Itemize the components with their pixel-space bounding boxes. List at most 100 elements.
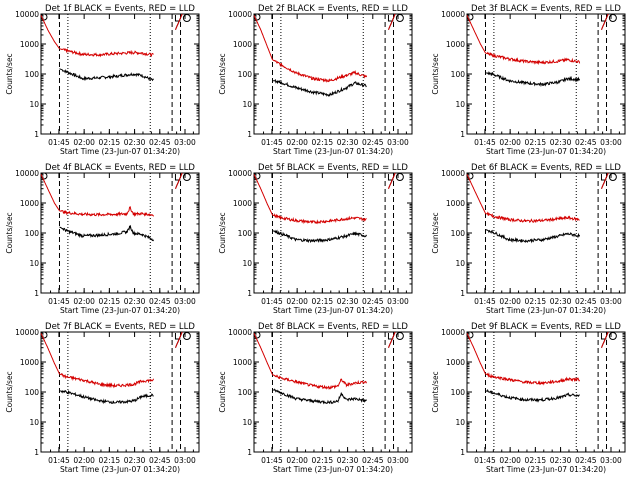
saa-marker — [182, 14, 191, 22]
panel-title: Det 9f BLACK = Events, RED = LLD — [471, 322, 621, 332]
series-line-events — [59, 172, 183, 242]
y-tick-label: 1 — [34, 130, 39, 139]
saa-marker — [40, 13, 48, 21]
x-tick-label: 02:30 — [337, 138, 359, 147]
chart-panel-8: Det 8f BLACK = Events, RED = LLD 1 10 100 10… — [218, 322, 413, 474]
y-tick-label: 1000 — [233, 358, 252, 367]
saa-marker — [182, 173, 191, 181]
panel-title: Det 7f BLACK = Events, RED = LLD — [45, 322, 195, 332]
series-line-lld — [40, 331, 183, 389]
y-axis-label: Counts/sec — [218, 371, 227, 412]
series-line-events — [272, 172, 396, 244]
x-tick-label: 02:15 — [312, 297, 334, 306]
x-tick-label: 02:45 — [362, 138, 384, 147]
x-tick-label: 02:45 — [149, 138, 171, 147]
y-tick-label: 10000 — [441, 169, 465, 178]
panel-title: Det 8f BLACK = Events, RED = LLD — [258, 322, 408, 332]
series-line-lld — [466, 13, 609, 66]
x-tick-label: 02:30 — [550, 456, 572, 465]
series-line-events — [485, 172, 609, 244]
x-tick-label: 02:15 — [99, 456, 121, 465]
x-tick-label: 01:45 — [261, 456, 283, 465]
x-tick-label: 03:00 — [600, 297, 622, 306]
x-tick-label: 02:45 — [575, 138, 597, 147]
x-axis-label: Start Time (23-Jun-07 01:34:20) — [60, 465, 180, 474]
x-tick-label: 02:30 — [337, 456, 359, 465]
y-tick-label: 1000 — [233, 40, 252, 49]
x-tick-label: 02:30 — [124, 456, 146, 465]
y-tick-label: 10000 — [228, 169, 252, 178]
y-axis-label: Counts/sec — [218, 53, 227, 94]
series-line-lld — [40, 13, 183, 58]
panel-title: Det 1f BLACK = Events, RED = LLD — [45, 4, 195, 14]
x-tick-label: 01:45 — [48, 297, 70, 306]
x-tick-label: 03:00 — [387, 456, 409, 465]
y-tick-label: 1 — [247, 448, 252, 457]
chart-panel-6: Det 6f BLACK = Events, RED = LLD 1 10 100 10… — [431, 163, 626, 315]
x-tick-label: 01:45 — [474, 456, 496, 465]
y-axis-label: Counts/sec — [5, 371, 14, 412]
x-tick-label: 02:30 — [124, 297, 146, 306]
chart-panel-3: Det 3f BLACK = Events, RED = LLD 1 10 100 10… — [431, 4, 626, 156]
chart-panel-9: Det 9f BLACK = Events, RED = LLD 1 10 100 10… — [431, 322, 626, 474]
chart-panel-4: Det 4f BLACK = Events, RED = LLD 1 10 100 10… — [5, 163, 200, 315]
x-tick-label: 02:30 — [337, 297, 359, 306]
y-tick-label: 10000 — [441, 10, 465, 19]
x-tick-label: 03:00 — [387, 297, 409, 306]
x-tick-label: 02:15 — [525, 297, 547, 306]
plot-frame — [40, 172, 200, 294]
y-tick-label: 10 — [242, 259, 252, 268]
x-axis-label: Start Time (23-Jun-07 01:34:20) — [273, 147, 393, 156]
y-tick-label: 10 — [242, 100, 252, 109]
x-tick-label: 01:45 — [474, 138, 496, 147]
x-tick-label: 03:00 — [174, 456, 196, 465]
saa-marker — [253, 331, 261, 339]
x-tick-label: 03:00 — [600, 138, 622, 147]
saa-marker — [466, 331, 474, 339]
x-tick-label: 02:45 — [362, 456, 384, 465]
y-tick-label: 100 — [25, 70, 40, 79]
x-tick-label: 03:00 — [174, 297, 196, 306]
saa-marker — [395, 332, 404, 340]
plot-frame — [253, 13, 413, 135]
y-tick-label: 10000 — [228, 328, 252, 337]
y-tick-label: 1000 — [20, 358, 39, 367]
saa-marker — [466, 172, 474, 180]
y-tick-label: 1 — [247, 130, 252, 139]
y-tick-label: 1000 — [233, 199, 252, 208]
x-tick-label: 02:15 — [312, 456, 334, 465]
panel-title: Det 6f BLACK = Events, RED = LLD — [471, 163, 621, 173]
panel-title: Det 4f BLACK = Events, RED = LLD — [45, 163, 195, 173]
y-axis-label: Counts/sec — [218, 212, 227, 253]
x-tick-label: 03:00 — [600, 456, 622, 465]
saa-marker — [182, 332, 191, 340]
y-tick-label: 1000 — [20, 199, 39, 208]
x-axis-label: Start Time (23-Jun-07 01:34:20) — [486, 465, 606, 474]
x-tick-label: 03:00 — [174, 138, 196, 147]
panel-title: Det 3f BLACK = Events, RED = LLD — [471, 4, 621, 14]
x-tick-label: 02:45 — [149, 297, 171, 306]
chart-panel-2: Det 2f BLACK = Events, RED = LLD 1 10 100 10… — [218, 4, 413, 156]
chart-panel-5: Det 5f BLACK = Events, RED = LLD 1 10 100 10… — [218, 163, 413, 315]
x-tick-label: 02:45 — [149, 456, 171, 465]
series-line-lld — [253, 172, 396, 225]
y-tick-label: 100 — [238, 388, 253, 397]
x-axis-label: Start Time (23-Jun-07 01:34:20) — [486, 147, 606, 156]
x-tick-label: 03:00 — [387, 138, 409, 147]
series-line-events — [59, 331, 183, 405]
chart-panel-7: Det 7f BLACK = Events, RED = LLD 1 10 100 10… — [5, 322, 200, 474]
y-axis-label: Counts/sec — [5, 212, 14, 253]
series-line-lld — [40, 172, 183, 218]
saa-marker — [608, 173, 617, 181]
x-tick-label: 02:30 — [124, 138, 146, 147]
y-tick-label: 10 — [29, 100, 39, 109]
x-tick-label: 01:45 — [261, 138, 283, 147]
panel-title: Det 5f BLACK = Events, RED = LLD — [258, 163, 408, 173]
y-tick-label: 1000 — [446, 40, 465, 49]
y-tick-label: 10000 — [15, 169, 39, 178]
y-tick-label: 100 — [451, 229, 466, 238]
saa-marker — [40, 331, 48, 339]
y-tick-label: 10 — [455, 418, 465, 427]
y-tick-label: 100 — [25, 388, 40, 397]
